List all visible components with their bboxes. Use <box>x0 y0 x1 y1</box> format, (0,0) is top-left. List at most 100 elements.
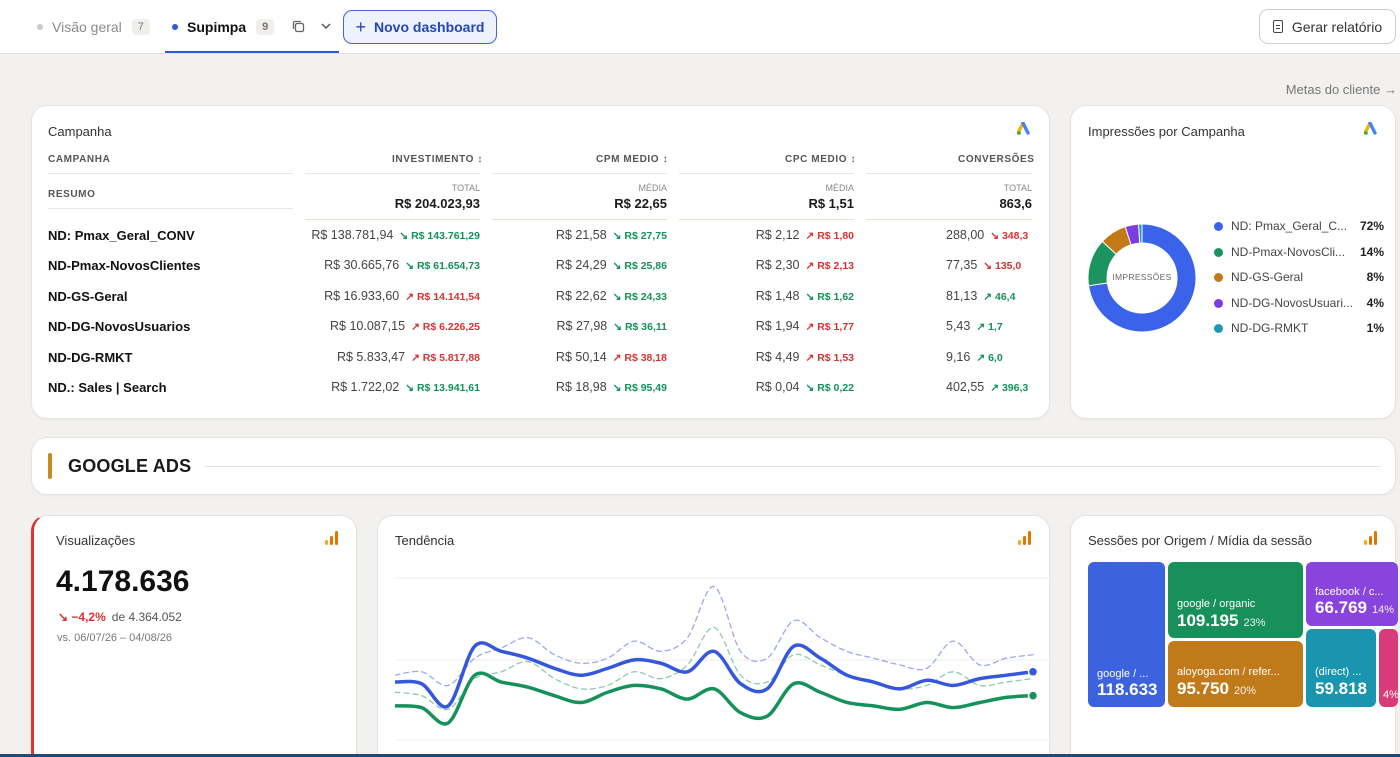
chevron-down-icon[interactable] <box>317 17 335 35</box>
campaign-name: ND-GS-Geral <box>48 289 128 304</box>
donut-slice[interactable] <box>1138 223 1143 244</box>
legend-item[interactable]: ND-GS-Geral 8% <box>1214 270 1384 284</box>
sessions-card-title: Sessões por Origem / Mídia da sessão <box>1088 533 1312 548</box>
trend-card <box>377 515 1050 757</box>
divider <box>679 219 854 220</box>
legend-pct: 1% <box>1366 321 1384 335</box>
legend-item[interactable]: ND-Pmax-NovosCli... 14% <box>1214 245 1384 259</box>
cell-prev: 348,3 <box>1001 230 1029 242</box>
campaign-name: ND: Pmax_Geral_CONV <box>48 228 195 243</box>
arrow-down-right-icon: ↘ <box>405 260 417 272</box>
trend-end-point[interactable] <box>1027 690 1039 701</box>
generate-report-button[interactable]: Gerar relatório <box>1259 9 1396 44</box>
col-header-cpm[interactable]: CPM MEDIO ↕ <box>596 154 668 165</box>
arrow-down-right-icon: ↘ <box>612 230 625 242</box>
session-tile[interactable]: aloyoga.com / refer... 95.750 20% <box>1168 641 1303 707</box>
legend-name: ND-DG-NovosUsuari... <box>1231 296 1354 310</box>
campaign-card <box>31 105 1050 419</box>
tile-label: facebook / c... <box>1315 586 1384 598</box>
tab-label: Supimpa <box>187 19 247 35</box>
session-tile[interactable]: 4% <box>1379 629 1398 707</box>
client-goals-link[interactable]: Metas do cliente → <box>1286 82 1397 97</box>
tab-count-badge: 9 <box>256 19 275 35</box>
cell-delta: ↘ R$ 0,22 <box>806 382 855 394</box>
arrow-up-right-icon: ↗ <box>411 352 423 364</box>
summary-total: R$ 22,65 <box>614 196 667 211</box>
cell-conv: 77,35 ↘ 135,0 <box>880 258 1032 274</box>
arrow-down-right-icon: ↘ <box>805 382 818 394</box>
tab-visao-geral[interactable]: Visão geral 7 <box>37 0 150 54</box>
col-header-cpc[interactable]: CPC MEDIO ↕ <box>785 154 856 165</box>
cell-delta: ↘ R$ 61.654,73 <box>405 260 480 272</box>
col-header-conversions[interactable]: CONVERSÕES <box>958 154 1035 165</box>
cell-prev: R$ 25,86 <box>624 260 667 272</box>
cell-prev: R$ 14.141,54 <box>416 291 480 303</box>
legend-swatch <box>1214 323 1223 333</box>
col-header-investment[interactable]: INVESTIMENTO ↕ <box>392 154 483 165</box>
cell-delta: ↗ R$ 5.817,88 <box>411 352 480 364</box>
arrow-up-right-icon: ↗ <box>612 352 625 364</box>
cell-value: R$ 1.722,02 <box>331 380 400 394</box>
active-tab-indicator <box>165 51 339 53</box>
tile-value: 95.750 <box>1177 679 1229 698</box>
arrow-down-right-icon: ↘ <box>405 382 417 394</box>
views-period: vs. 06/07/26 – 04/08/26 <box>57 632 172 644</box>
section-divider <box>205 466 1380 467</box>
cell-value: R$ 22,62 <box>555 289 607 303</box>
cell-cpc: R$ 0,04 ↘ R$ 0,22 <box>756 380 854 394</box>
cell-prev: R$ 36,11 <box>624 321 667 333</box>
cell-prev: R$ 1,80 <box>817 230 854 242</box>
campaign-name: ND-Pmax-NovosClientes <box>48 258 201 273</box>
cell-delta: ↗ R$ 6.226,25 <box>411 321 480 333</box>
arrow-up-right-icon: ↗ <box>983 291 995 303</box>
section-accent-bar <box>48 453 52 479</box>
cell-value: R$ 0,04 <box>755 380 800 394</box>
campaign-name: ND.: Sales | Search <box>48 380 167 395</box>
cell-value: R$ 138.781,94 <box>311 228 394 242</box>
divider <box>492 219 667 220</box>
cell-cpc: R$ 1,94 ↗ R$ 1,77 <box>756 319 854 333</box>
arrow-up-right-icon: ↗ <box>805 230 818 242</box>
duplicate-icon[interactable] <box>289 17 307 35</box>
session-tile[interactable]: google / organic 109.195 23% <box>1168 562 1303 638</box>
cell-cpm: R$ 27,98 ↘ R$ 36,11 <box>557 319 668 333</box>
views-change: ↘ −4,2% de 4.364.052 <box>58 610 182 624</box>
legend-item[interactable]: ND-DG-NovosUsuari... 4% <box>1214 296 1384 310</box>
cell-prev: R$ 1,62 <box>817 291 854 303</box>
summary-label: RESUMO <box>48 189 96 200</box>
col-header-label: CPC MEDIO <box>785 154 848 165</box>
donut-slice[interactable] <box>1087 223 1197 333</box>
session-tile[interactable]: google / ... 118.633 <box>1088 562 1165 707</box>
cell-delta: ↗ R$ 1,80 <box>806 230 855 242</box>
summary-sub: TOTAL <box>1003 183 1032 193</box>
trend-end-point[interactable] <box>1027 666 1039 678</box>
divider <box>866 219 1032 220</box>
arrow-down-right-icon: ↘ <box>612 260 625 272</box>
tile-value: 109.195 <box>1177 611 1239 630</box>
cell-value: R$ 10.087,15 <box>330 319 406 333</box>
summary-sub: MÉDIA <box>825 183 854 193</box>
cell-delta: ↗ 396,3 <box>990 382 1028 394</box>
tab-supimpa[interactable]: Supimpa 9 <box>172 0 275 54</box>
legend-item[interactable]: ND-DG-RMKT 1% <box>1214 321 1384 335</box>
tile-pct: 4% <box>1383 689 1398 701</box>
arrow-down-right-icon: ↘ <box>612 291 625 303</box>
session-tile[interactable]: facebook / c... 66.769 14% <box>1306 562 1398 626</box>
cell-value: R$ 16.933,60 <box>324 289 400 303</box>
arrow-up-right-icon: ↗ <box>411 321 423 333</box>
cell-value: R$ 4,49 <box>755 350 800 364</box>
new-dashboard-button[interactable]: + Novo dashboard <box>343 10 497 44</box>
cell-prev: 135,0 <box>995 260 1022 272</box>
session-tile[interactable]: (direct) ... 59.818 <box>1306 629 1376 707</box>
cell-value: R$ 24,29 <box>555 258 607 272</box>
cell-prev: R$ 24,33 <box>624 291 667 303</box>
tile-label: (direct) ... <box>1315 666 1362 678</box>
cell-prev: R$ 5.817,88 <box>422 352 480 364</box>
google-analytics-icon <box>1364 531 1378 545</box>
tile-pct: 14% <box>1372 604 1395 616</box>
legend-item[interactable]: ND: Pmax_Geral_C... 72% <box>1214 219 1384 233</box>
cell-delta: ↗ R$ 38,18 <box>613 352 667 364</box>
trend-chart <box>395 577 1050 741</box>
tile-pct: 23% <box>1243 617 1266 629</box>
cell-prev: R$ 0,22 <box>817 382 854 394</box>
